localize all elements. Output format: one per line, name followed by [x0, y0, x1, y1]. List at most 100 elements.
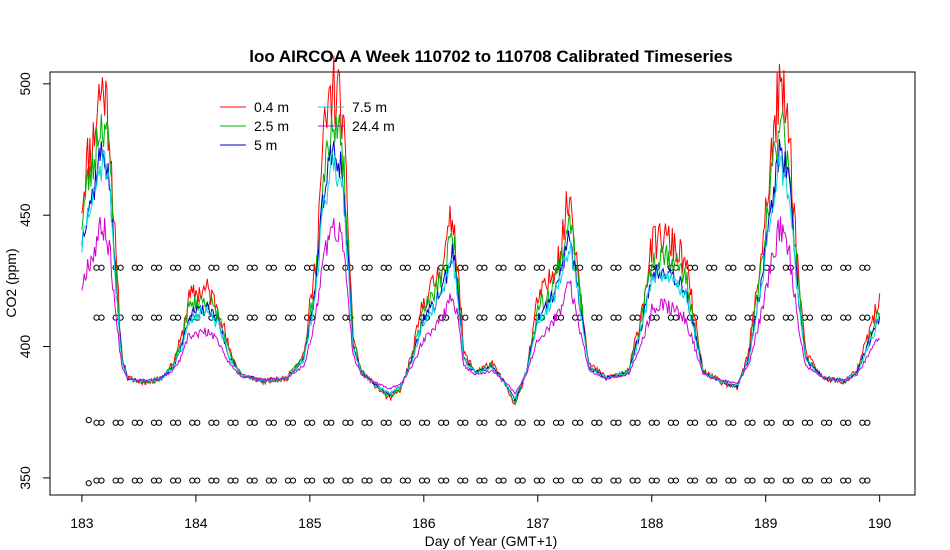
marker-point — [615, 314, 622, 321]
marker-point — [596, 477, 603, 484]
marker-point — [323, 419, 330, 426]
marker-point — [399, 314, 406, 321]
marker-point — [150, 477, 158, 484]
marker-point — [385, 264, 392, 271]
marker-point — [610, 419, 617, 426]
marker-point — [577, 419, 584, 426]
marker-point — [538, 477, 545, 484]
marker-point — [806, 264, 814, 271]
legend-label: 24.4 m — [352, 118, 395, 134]
marker-point — [533, 419, 540, 426]
marker-point — [686, 477, 694, 484]
marker-point — [194, 264, 201, 271]
marker-point — [150, 314, 158, 321]
marker-point — [845, 314, 852, 321]
marker-point — [495, 264, 502, 271]
marker-point — [423, 419, 431, 426]
marker-point — [208, 477, 215, 484]
marker-point — [801, 419, 809, 426]
marker-point — [174, 264, 182, 271]
marker-point — [399, 477, 406, 484]
legend-label: 2.5 m — [254, 118, 289, 134]
marker-point — [481, 264, 488, 271]
series-line — [81, 55, 881, 406]
marker-point — [93, 264, 100, 271]
series-lines — [81, 55, 881, 406]
marker-point — [404, 314, 411, 321]
marker-point — [615, 264, 622, 271]
marker-point — [347, 419, 354, 426]
marker-point — [289, 419, 297, 426]
marker-point — [519, 419, 526, 426]
marker-point — [572, 419, 579, 426]
x-tick-label: 186 — [412, 515, 436, 531]
legend-label: 7.5 m — [352, 99, 387, 115]
marker-point — [194, 477, 201, 484]
y-tick-label: 400 — [17, 335, 33, 359]
marker-point — [845, 419, 852, 426]
marker-point — [711, 264, 718, 271]
marker-point — [481, 314, 488, 321]
marker-point — [117, 477, 124, 484]
marker-point — [347, 264, 354, 271]
marker-point — [667, 477, 674, 484]
marker-point — [744, 419, 751, 426]
marker-point — [763, 419, 770, 426]
marker-point — [418, 419, 426, 426]
marker-point — [232, 477, 239, 484]
marker-point — [342, 477, 349, 484]
marker-point — [591, 264, 598, 271]
marker-point — [98, 419, 105, 426]
marker-point — [667, 314, 674, 321]
marker-point — [462, 419, 469, 426]
marker-point — [462, 264, 469, 271]
marker-point — [251, 477, 258, 484]
marker-point — [634, 419, 641, 426]
marker-point — [309, 477, 316, 484]
axis-ticks: 183 184 185 186 187 188 189 190 350 400 450 500 — [17, 72, 892, 531]
marker-point — [725, 264, 732, 271]
marker-point — [500, 264, 507, 271]
marker-point — [629, 477, 636, 484]
marker-point — [328, 477, 335, 484]
marker-point — [801, 477, 809, 484]
marker-point — [361, 419, 368, 426]
marker-point — [289, 264, 297, 271]
marker-point — [859, 419, 866, 426]
marker-point — [284, 477, 292, 484]
marker-point — [672, 419, 679, 426]
marker-point — [93, 314, 100, 321]
marker-point — [744, 477, 751, 484]
marker-point — [155, 419, 163, 426]
marker-point — [864, 419, 871, 426]
marker-point — [840, 264, 847, 271]
marker-point — [227, 419, 234, 426]
series-line — [81, 216, 881, 395]
marker-point — [385, 314, 392, 321]
marker-point — [500, 314, 507, 321]
chart-title: loo AIRCOA A Week 110702 to 110708 Calib… — [249, 47, 732, 66]
marker-point — [136, 314, 143, 321]
marker-point — [112, 419, 119, 426]
marker-point — [653, 314, 660, 321]
marker-point — [577, 477, 584, 484]
marker-point — [610, 264, 617, 271]
marker-point — [270, 419, 277, 426]
marker-point — [610, 314, 617, 321]
marker-point — [610, 477, 617, 484]
y-tick-label: 350 — [17, 466, 33, 490]
marker-point — [725, 477, 732, 484]
marker-point — [706, 419, 713, 426]
marker-point — [691, 419, 699, 426]
marker-point — [213, 264, 220, 271]
marker-point — [787, 419, 794, 426]
marker-point — [476, 477, 483, 484]
marker-point — [251, 314, 258, 321]
marker-point — [270, 264, 277, 271]
marker-point — [136, 477, 143, 484]
marker-point — [495, 477, 502, 484]
marker-point — [342, 314, 349, 321]
series-line — [81, 110, 881, 404]
marker-point — [136, 264, 143, 271]
marker-point — [782, 419, 789, 426]
